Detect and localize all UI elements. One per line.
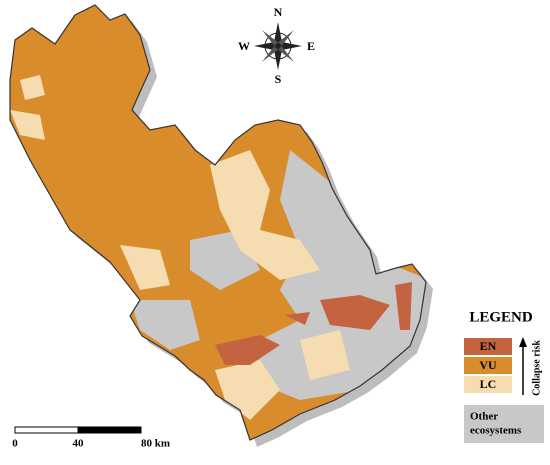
risk-label: Collapse risk (531, 340, 542, 396)
legend-label: EN (480, 339, 497, 353)
compass: N S E W (238, 5, 315, 86)
scale-segment (14, 426, 79, 434)
en-patch (320, 295, 390, 330)
en-patch (285, 312, 310, 325)
legend-swatch (464, 357, 512, 374)
legend-title: LEGEND (469, 309, 533, 325)
scale-bar: 0 40 80 km (12, 426, 170, 450)
lc-patch (20, 75, 45, 100)
legend-label: ecosystems (470, 425, 522, 437)
compass-w: W (238, 39, 250, 53)
scale-segment (77, 426, 142, 434)
legend-swatch (464, 338, 512, 355)
region-outline (9, 4, 427, 441)
lc-patch (120, 245, 170, 290)
legend-label: Other (470, 411, 498, 423)
scale-label: 40 (73, 438, 85, 450)
lc-patch (210, 150, 320, 280)
legend: LEGEND Collapse risk EN VU LC Other ecosyste… (464, 309, 544, 443)
compass-star (254, 22, 302, 70)
risk-arrowhead (519, 337, 527, 347)
scale-label: 0 (12, 438, 18, 450)
legend-swatch (464, 405, 544, 443)
other-patch (130, 300, 200, 350)
other-patch (250, 150, 426, 400)
legend-label: VU (479, 358, 497, 372)
compass-s: S (275, 72, 282, 86)
legend-label: LC (480, 377, 497, 391)
en-patch (215, 335, 280, 365)
compass-e: E (307, 39, 315, 53)
compass-star-minor (262, 30, 294, 62)
lc-patch (10, 110, 45, 140)
scale-label: 80 km (141, 438, 170, 450)
compass-n: N (274, 5, 283, 19)
en-patch (395, 282, 412, 330)
legend-swatch (464, 376, 512, 393)
lc-patch (300, 330, 350, 380)
